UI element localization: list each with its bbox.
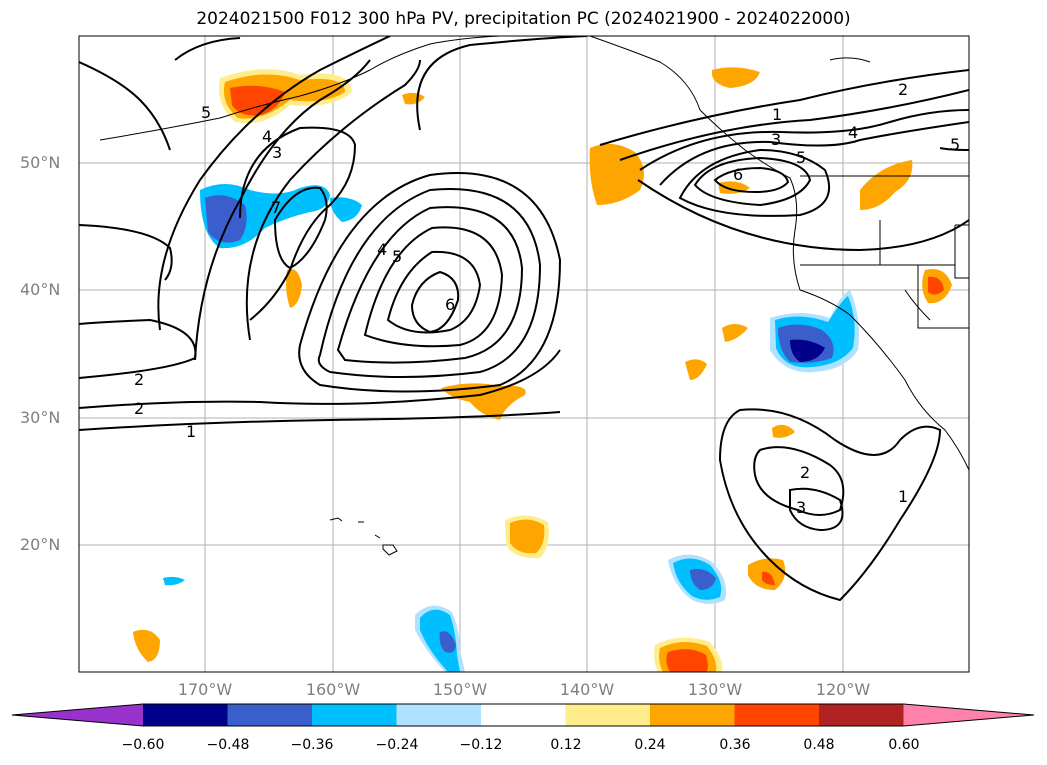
map-plot-area: 5 4 3 7 4 5 6 2 2 1 1 3 5 6 2 4 5 2 3 1 xyxy=(79,36,969,672)
lon-label-130w: 130°W xyxy=(687,680,743,699)
colorbar-tick: 0.12 xyxy=(550,737,582,753)
colorbar-cell xyxy=(312,704,397,726)
colorbar-tick: 0.60 xyxy=(888,737,920,753)
contour-label: 1 xyxy=(898,487,908,506)
contour-label: 2 xyxy=(800,463,810,482)
map-frame xyxy=(78,35,970,673)
colorbar-tick: −0.36 xyxy=(290,737,334,753)
lat-label-30n: 30°N xyxy=(20,408,61,427)
lon-label-120w: 120°W xyxy=(815,680,871,699)
colorbar-tick: 0.36 xyxy=(719,737,751,753)
contour-label: 5 xyxy=(392,247,402,266)
contour-label: 6 xyxy=(445,295,455,314)
contour-label: 2 xyxy=(134,370,144,389)
pv-contours xyxy=(79,36,969,602)
contour-label: 4 xyxy=(377,240,387,259)
precipitation-shading xyxy=(133,67,952,672)
colorbar-tick: 0.48 xyxy=(803,737,835,753)
colorbar-cell xyxy=(565,704,651,726)
contour-label: 2 xyxy=(134,399,144,418)
contour-label: 2 xyxy=(898,80,908,99)
colorbar-extend-max xyxy=(903,704,1034,726)
colorbar-extend-min xyxy=(12,704,143,726)
colorbar-cell xyxy=(819,704,904,726)
lat-label-40n: 40°N xyxy=(20,280,61,299)
colorbar-tick: −0.24 xyxy=(375,737,419,753)
lon-label-150w: 150°W xyxy=(432,680,488,699)
contour-label: 1 xyxy=(186,422,196,441)
contour-labels: 5 4 3 7 4 5 6 2 2 1 1 3 5 6 2 4 5 2 3 1 xyxy=(134,80,960,517)
contour-label: 3 xyxy=(272,143,282,162)
colorbar-outline xyxy=(11,703,1035,727)
contour-label: 3 xyxy=(771,130,781,149)
lat-label-20n: 20°N xyxy=(20,535,61,554)
lon-label-160w: 160°W xyxy=(305,680,361,699)
lat-label-50n: 50°N xyxy=(20,153,61,172)
contour-label: 5 xyxy=(201,103,211,122)
colorbar-cell xyxy=(396,704,482,726)
colorbar-cell xyxy=(650,704,735,726)
colorbar-tick: −0.48 xyxy=(206,737,250,753)
contour-label: 5 xyxy=(950,135,960,154)
lon-label-140w: 140°W xyxy=(559,680,615,699)
colorbar-tick: −0.60 xyxy=(121,737,165,753)
colorbar-tick: −0.12 xyxy=(459,737,503,753)
contour-label: 3 xyxy=(796,498,806,517)
colorbar-tick: 0.24 xyxy=(634,737,666,753)
colorbar-cell xyxy=(734,704,820,726)
contour-label: 1 xyxy=(772,105,782,124)
contour-label: 5 xyxy=(796,148,806,167)
colorbar-cell xyxy=(481,704,566,726)
contour-label: 7 xyxy=(271,198,281,217)
colorbar-cells xyxy=(11,703,1035,727)
map-title: 2024021500 F012 300 hPa PV, precipitatio… xyxy=(196,9,851,29)
lon-label-170w: 170°W xyxy=(177,680,233,699)
colorbar-cell xyxy=(143,704,228,726)
contour-label: 4 xyxy=(262,127,272,146)
contour-label: 4 xyxy=(848,123,858,142)
colorbar-cell xyxy=(227,704,313,726)
contour-label: 6 xyxy=(733,165,743,184)
